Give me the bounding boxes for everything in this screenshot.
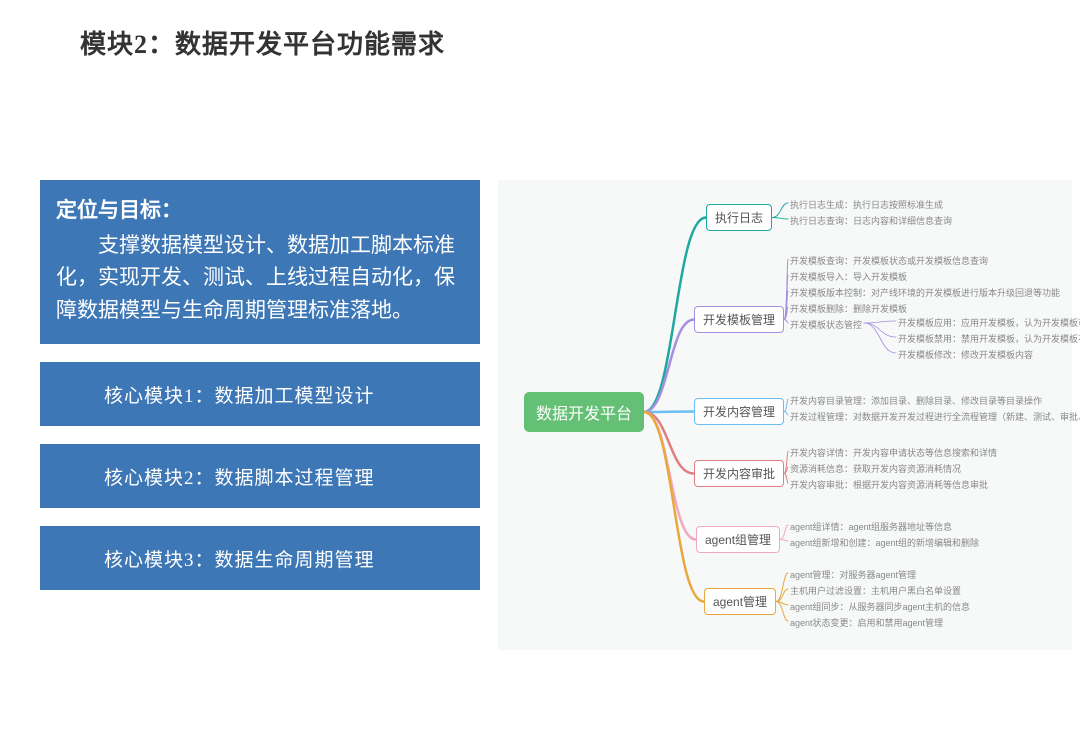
- mind-branch-n0: 执行日志: [706, 204, 772, 231]
- mind-branch-n4: agent组管理: [696, 526, 780, 553]
- page: 模块2：数据开发平台功能需求 定位与目标： 支撑数据模型设计、数据加工脚本标准化…: [0, 0, 1080, 731]
- module-box-2: 核心模块2：数据脚本过程管理: [40, 444, 480, 508]
- mind-branch-n1: 开发模板管理: [694, 306, 784, 333]
- mind-leaf: agent管理：对服务器agent管理: [790, 568, 916, 581]
- mind-leaf: 主机用户过滤设置：主机用户黑白名单设置: [790, 584, 961, 597]
- mind-subleaf: 开发模板应用：应用开发模板，认为开发模板可用: [898, 316, 1080, 329]
- left-column: 定位与目标： 支撑数据模型设计、数据加工脚本标准化，实现开发、测试、上线过程自动…: [40, 180, 480, 590]
- mind-leaf: 开发内容目录管理：添加目录、删除目录、修改目录等目录操作: [790, 394, 1042, 407]
- mind-leaf: agent组新增和创建：agent组的新增编辑和删除: [790, 536, 979, 549]
- mind-leaf: 开发模板版本控制：对产线环境的开发模板进行版本升级回退等功能: [790, 286, 1060, 299]
- mind-leaf: agent组同步：从服务器同步agent主机的信息: [790, 600, 970, 613]
- desc-body: 支撑数据模型设计、数据加工脚本标准化，实现开发、测试、上线过程自动化，保障数据模…: [56, 229, 464, 327]
- mind-root: 数据开发平台: [524, 392, 644, 432]
- mind-leaf: 开发内容审批：根据开发内容资源消耗等信息审批: [790, 478, 988, 491]
- mind-leaf: 资源消耗信息：获取开发内容资源消耗情况: [790, 462, 961, 475]
- module-box-1: 核心模块1：数据加工模型设计: [40, 362, 480, 426]
- desc-title: 定位与目标：: [56, 194, 464, 227]
- mind-branch-n3: 开发内容审批: [694, 460, 784, 487]
- mind-leaf: 开发过程管理：对数据开发开发过程进行全流程管理（新建、测试、审批、部署、下线）: [790, 410, 1080, 423]
- desc-box: 定位与目标： 支撑数据模型设计、数据加工脚本标准化，实现开发、测试、上线过程自动…: [40, 180, 480, 344]
- mind-subleaf: 开发模板禁用：禁用开发模板，认为开发模板不可用: [898, 332, 1080, 345]
- mindmap-panel: 数据开发平台 执行日志开发模板管理开发内容管理开发内容审批 agent组管理 agen…: [498, 180, 1072, 650]
- mind-leaf: 开发内容详情：开发内容申请状态等信息搜索和详情: [790, 446, 997, 459]
- mind-leaf: 执行日志查询：日志内容和详细信息查询: [790, 214, 952, 227]
- mind-leaf: 开发模板删除：删除开发模板: [790, 302, 907, 315]
- mind-subleaf: 开发模板修改：修改开发模板内容: [898, 348, 1033, 361]
- mind-branch-n5: agent管理: [704, 588, 776, 615]
- page-title: 模块2：数据开发平台功能需求: [80, 24, 445, 61]
- mind-leaf: 开发模板查询：开发模板状态或开发模板信息查询: [790, 254, 988, 267]
- mind-leaf: 开发模板状态管控: [790, 318, 862, 331]
- module-box-3: 核心模块3：数据生命周期管理: [40, 526, 480, 590]
- mind-leaf: agent组详情：agent组服务器地址等信息: [790, 520, 952, 533]
- mind-leaf: agent状态变更：启用和禁用agent管理: [790, 616, 943, 629]
- mind-leaf: 开发模板导入：导入开发模板: [790, 270, 907, 283]
- mind-leaf: 执行日志生成：执行日志按照标准生成: [790, 198, 943, 211]
- mind-branch-n2: 开发内容管理: [694, 398, 784, 425]
